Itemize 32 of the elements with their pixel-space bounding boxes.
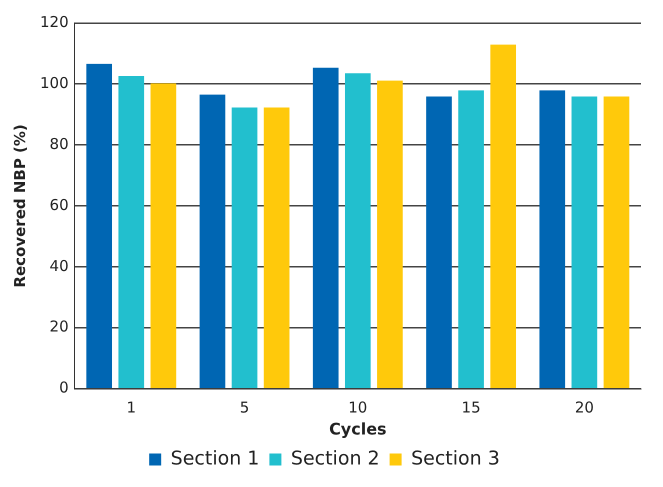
- x-tick-label: 5: [240, 398, 250, 417]
- x-tick-label: 10: [348, 398, 368, 417]
- bar: [604, 96, 630, 388]
- y-tick-label: 0: [59, 378, 69, 397]
- legend-label: Section 3: [411, 447, 500, 470]
- y-tick-label: 100: [40, 74, 69, 92]
- bar: [86, 64, 112, 388]
- legend-label: Section 2: [290, 447, 380, 470]
- bar: [490, 44, 516, 388]
- bar: [377, 80, 403, 388]
- bar: [572, 96, 598, 388]
- bar: [264, 107, 290, 388]
- bar: [539, 90, 566, 388]
- y-tick-label: 40: [50, 256, 69, 275]
- bar: [312, 68, 339, 388]
- bar: [458, 90, 484, 388]
- y-tick-label: 60: [50, 196, 69, 214]
- bar: [150, 83, 176, 388]
- x-tick-label: 1: [126, 398, 136, 417]
- bar: [232, 107, 258, 388]
- x-axis-title: Cycles: [329, 420, 387, 439]
- x-tick-label: 15: [462, 398, 481, 417]
- x-tick-label: 20: [574, 398, 594, 417]
- legend-label: Section 1: [170, 447, 260, 470]
- bar: [118, 76, 144, 388]
- bar: [200, 94, 226, 388]
- bar: [344, 73, 371, 388]
- y-tick-label: 80: [50, 134, 69, 153]
- y-tick-label: 120: [40, 12, 69, 31]
- y-axis-title: Recovered NBP (%): [10, 124, 29, 288]
- bar: [426, 96, 452, 388]
- y-tick-label: 20: [50, 318, 69, 336]
